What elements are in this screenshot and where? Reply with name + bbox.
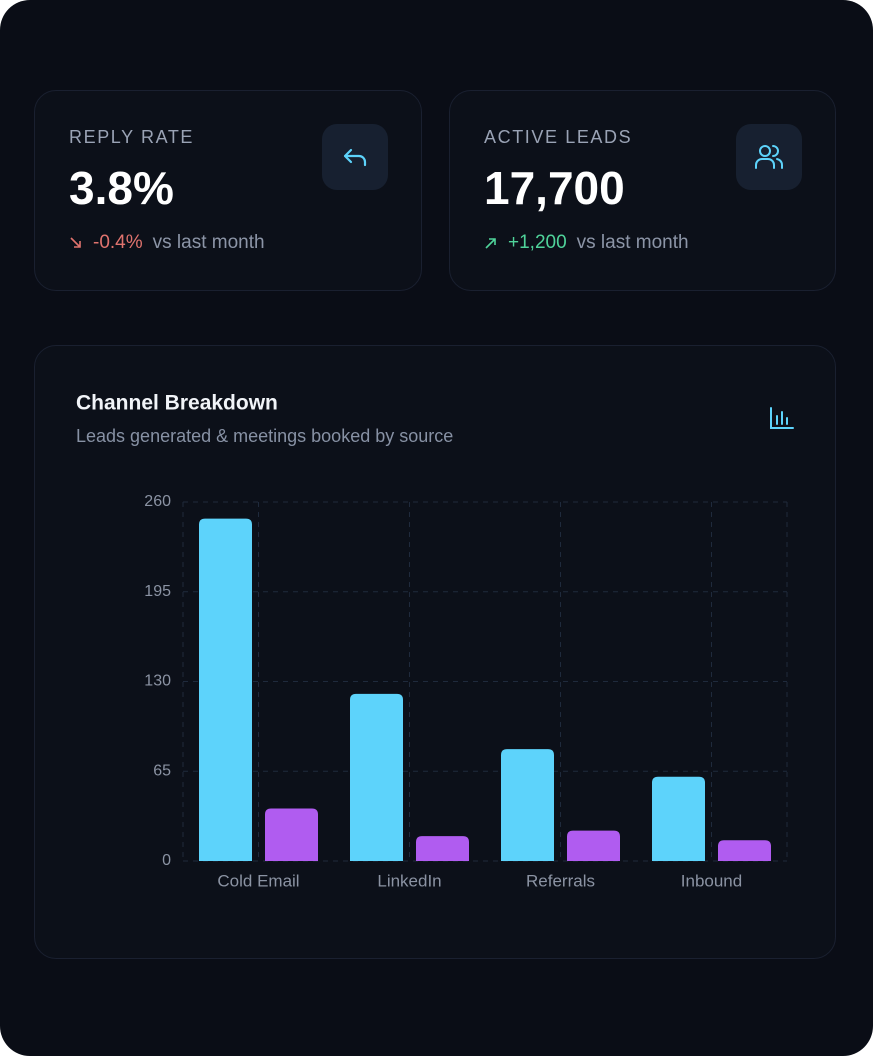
y-tick-label: 260 (144, 493, 171, 510)
y-tick-label: 130 (144, 673, 171, 690)
stat-label: REPLY RATE (69, 127, 195, 147)
stat-delta: +1,200 (508, 232, 567, 253)
x-tick-label: LinkedIn (377, 871, 441, 890)
users-icon[interactable] (736, 124, 802, 190)
stat-comparison: vs last month (576, 232, 689, 253)
bar (501, 749, 554, 861)
up-arrow-icon (485, 238, 496, 249)
bar (199, 518, 252, 861)
y-tick-label: 0 (162, 852, 171, 869)
stat-value: 3.8% (69, 162, 174, 214)
down-arrow-icon (70, 237, 81, 248)
stat-delta-row: -0.4% vs last month (69, 232, 265, 254)
chart-title: Channel Breakdown (76, 392, 278, 415)
stat-comparison: vs last month (152, 232, 265, 253)
y-tick-label: 65 (153, 762, 171, 779)
x-tick-label: Referrals (526, 871, 595, 890)
x-tick-label: Cold Email (217, 871, 299, 890)
bar (265, 808, 318, 861)
stat-card: ACTIVE LEADS 17,700 +1,200 vs last month (449, 90, 836, 291)
stat-value: 17,700 (484, 162, 625, 214)
stat-delta-row: +1,200 vs last month (484, 232, 689, 254)
chart: Channel Breakdown Leads generated & meet… (76, 392, 794, 890)
x-tick-label: Inbound (681, 871, 742, 890)
chart-card: Channel Breakdown Leads generated & meet… (34, 345, 836, 959)
reply-glyph (343, 148, 367, 167)
chart-subtitle: Leads generated & meetings booked by sou… (76, 426, 453, 446)
users-glyph (755, 145, 784, 169)
reply-icon[interactable] (322, 124, 388, 190)
bar (567, 830, 620, 861)
stat-card: REPLY RATE 3.8% -0.4% vs last month (34, 90, 422, 291)
bar (350, 693, 403, 861)
bar (718, 840, 771, 861)
bar (652, 776, 705, 861)
y-tick-label: 195 (144, 583, 171, 600)
stat-delta: -0.4% (93, 232, 143, 253)
chart-icon[interactable] (770, 407, 794, 429)
stat-label: ACTIVE LEADS (484, 127, 633, 147)
bar (416, 836, 469, 861)
